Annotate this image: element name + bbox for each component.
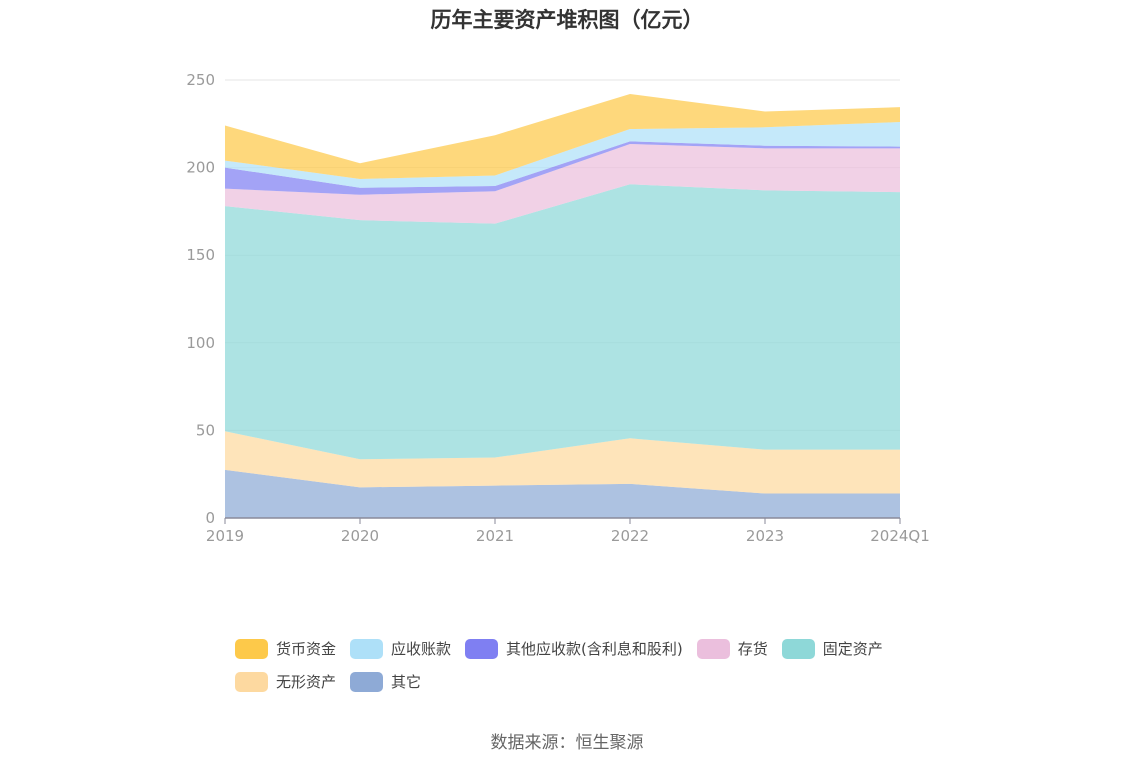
y-tick-label: 150 — [186, 246, 215, 264]
area-series — [225, 94, 900, 179]
legend-label: 固定资产 — [822, 640, 883, 658]
stacked-area-chart: 0 50 100 150 200 250 2019 2020 2021 2022 2023 2024Q… — [186, 71, 929, 545]
area-series — [225, 469, 900, 518]
x-tick-label: 2024Q1 — [870, 527, 930, 545]
legend-swatch — [465, 638, 499, 659]
x-tick-label: 2020 — [341, 527, 379, 545]
legend-row: 货币资金 应收账款 其他应收款(含利息和股利) 存货 固定资产 — [235, 632, 935, 665]
area-series — [225, 184, 900, 460]
area-series — [225, 431, 900, 494]
y-tick-label: 250 — [186, 71, 215, 89]
legend-swatch — [235, 671, 268, 692]
source-note: 数据来源：恒生聚源 — [490, 733, 644, 753]
legend-item[interactable]: 其他应收款(含利息和股利) — [465, 638, 683, 659]
legend-item[interactable]: 存货 — [696, 638, 768, 659]
legend-item[interactable]: 货币资金 — [235, 638, 336, 659]
area-series — [225, 122, 900, 188]
legend-item[interactable]: 其它 — [350, 671, 421, 692]
legend-swatch — [781, 638, 815, 659]
legend-item[interactable]: 无形资产 — [235, 671, 336, 692]
legend-swatch — [696, 638, 730, 659]
y-tick-label: 100 — [186, 334, 215, 352]
legend-label: 货币资金 — [276, 640, 337, 658]
legend-label: 无形资产 — [276, 673, 337, 691]
area-series-group — [225, 94, 900, 518]
y-tick-label: 200 — [186, 159, 215, 177]
legend-label: 其他应收款(含利息和股利) — [506, 640, 683, 658]
area-series — [225, 141, 900, 195]
area-series — [225, 143, 900, 224]
legend-item[interactable]: 应收账款 — [350, 638, 451, 659]
y-tick-label: 50 — [196, 421, 215, 439]
axes: 0 50 100 150 200 250 2019 2020 2021 2022 2023 2024Q… — [186, 71, 929, 545]
x-tick-label: 2022 — [611, 527, 649, 545]
legend: 货币资金 应收账款 其他应收款(含利息和股利) 存货 固定资产 无形资产 其它 — [235, 632, 935, 698]
legend-swatch — [235, 638, 268, 659]
y-tick-label: 0 — [205, 509, 215, 527]
x-tick-label: 2019 — [206, 527, 244, 545]
legend-swatch — [350, 638, 384, 659]
legend-label: 存货 — [737, 640, 768, 658]
legend-label: 其它 — [391, 673, 422, 691]
legend-item[interactable]: 固定资产 — [781, 638, 883, 659]
legend-swatch — [350, 671, 384, 692]
chart-title: 历年主要资产堆积图（亿元） — [430, 8, 704, 32]
legend-row: 无形资产 其它 — [235, 665, 935, 698]
legend-label: 应收账款 — [391, 640, 452, 658]
x-tick-label: 2021 — [476, 527, 514, 545]
x-tick-label: 2023 — [746, 527, 784, 545]
